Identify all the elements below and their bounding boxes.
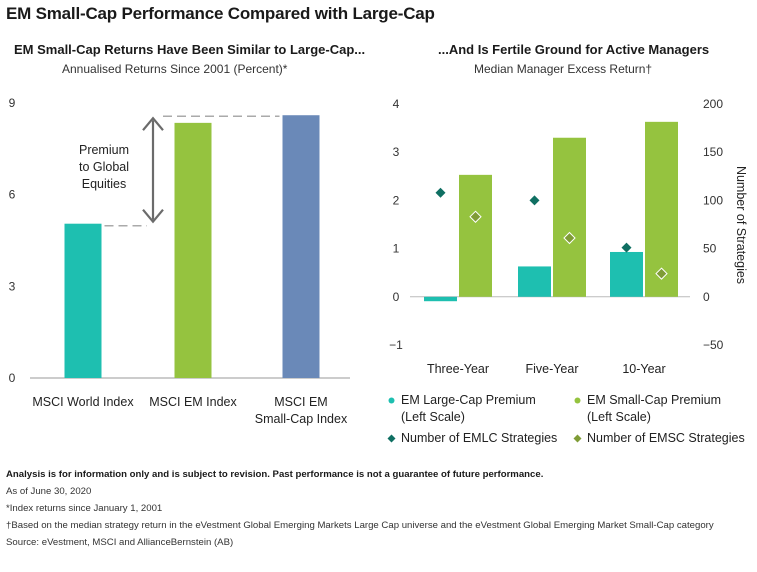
emlc-diamond-2	[529, 195, 540, 206]
footer-notes: Analysis is for information only and is …	[6, 466, 751, 551]
left-x-tick-label: MSCI EM Index	[149, 395, 237, 409]
legend-label-sc-premium-2: (Left Scale)	[587, 410, 651, 424]
source-text: Source: eVestment, MSCI and AllianceBern…	[6, 537, 234, 548]
right-y-tick-label: 3	[393, 145, 400, 159]
legend-label-emlc: Number of EMLC Strategies	[401, 431, 558, 445]
left-chart-subtitle: Annualised Returns Since 2001 (Percent)*	[62, 62, 288, 76]
dark-teal-diamond-icon	[387, 434, 396, 443]
emsc-diamond-3	[655, 267, 668, 280]
green-dot-icon	[574, 397, 581, 404]
arrow-up-icon	[142, 116, 164, 131]
olive-diamond-icon	[573, 434, 582, 443]
left-bar-2	[174, 122, 212, 378]
left-x-tick-label: Small-Cap Index	[255, 412, 348, 426]
right-x-tick-label: Three-Year	[427, 362, 489, 376]
premium-annotation-line: Equities	[82, 177, 126, 191]
left-x-tick-label: MSCI World Index	[32, 395, 134, 409]
right-lc-bar-1	[424, 296, 457, 302]
right-x-tick-label: 10-Year	[622, 362, 665, 376]
emsc-diamond-2	[563, 231, 576, 245]
legend-label-sc-premium-1: EM Small-Cap Premium	[587, 393, 722, 407]
right-chart-subtitle: Median Manager Excess Return†	[474, 62, 653, 76]
right-y2-tick-label: 50	[703, 242, 717, 256]
legend-label-lc-premium-1: EM Large-Cap Premium	[401, 393, 536, 407]
emlc-diamond-1	[435, 187, 446, 198]
left-bar-3	[282, 115, 320, 378]
left-x-tick-label: MSCI EM	[274, 395, 327, 409]
right-x-tick-label: Five-Year	[525, 362, 578, 376]
right-y2-tick-label: −50	[703, 338, 724, 352]
right-chart: −1 0 1 2 3 4 −50 0 50 100 150 200 Number of Strategi…	[389, 97, 748, 376]
charts-canvas: 0 3 6 9 MSCI World Index MSCI EM Index MSCI EM…	[9, 96, 748, 426]
left-chart-title: EM Small-Cap Returns Have Been Similar t…	[14, 42, 366, 57]
left-bar-1	[64, 223, 102, 378]
left-chart: 0 3 6 9 MSCI World Index MSCI EM Index MSCI EM…	[9, 96, 350, 426]
right-y2-tick-label: 100	[703, 193, 723, 207]
right-sc-bar-2	[553, 137, 586, 297]
page-title: EM Small-Cap Performance Compared with L…	[6, 4, 435, 23]
right-y-tick-label: 1	[393, 242, 400, 256]
right-y-tick-label: 0	[393, 290, 400, 304]
teal-dot-icon	[388, 397, 395, 404]
right-y2-axis-label: Number of Strategies	[734, 166, 748, 284]
right-y2-tick-label: 150	[703, 145, 723, 159]
disclaimer-text: Analysis is for information only and is …	[6, 469, 544, 480]
right-lc-bar-3	[610, 251, 643, 297]
left-y-tick-label: 9	[9, 96, 16, 110]
footnote-median-strategy: †Based on the median strategy return in …	[6, 520, 714, 531]
legend-label-lc-premium-2: (Left Scale)	[401, 410, 465, 424]
left-y-tick-label: 0	[9, 371, 16, 385]
right-sc-bar-1	[459, 174, 492, 297]
as-of-date: As of June 30, 2020	[6, 486, 92, 497]
right-y-tick-label: 4	[393, 97, 400, 111]
footnote-index-returns: *Index returns since January 1, 2001	[6, 503, 163, 514]
premium-annotation-line: to Global	[79, 160, 129, 174]
right-lc-bar-2	[518, 266, 551, 297]
emlc-diamond-3	[621, 242, 632, 253]
premium-annotation-line: Premium	[79, 143, 129, 157]
arrow-down-icon	[142, 208, 164, 224]
emsc-diamond-1	[469, 210, 482, 223]
right-y2-tick-label: 200	[703, 97, 723, 111]
left-y-tick-label: 3	[9, 279, 16, 293]
left-y-tick-label: 6	[9, 188, 16, 202]
right-y-tick-label: −1	[389, 338, 403, 352]
right-y-tick-label: 2	[393, 193, 400, 207]
right-y2-tick-label: 0	[703, 290, 710, 304]
right-chart-title: ...And Is Fertile Ground for Active Mana…	[438, 42, 710, 57]
legend-label-emsc: Number of EMSC Strategies	[587, 431, 745, 445]
